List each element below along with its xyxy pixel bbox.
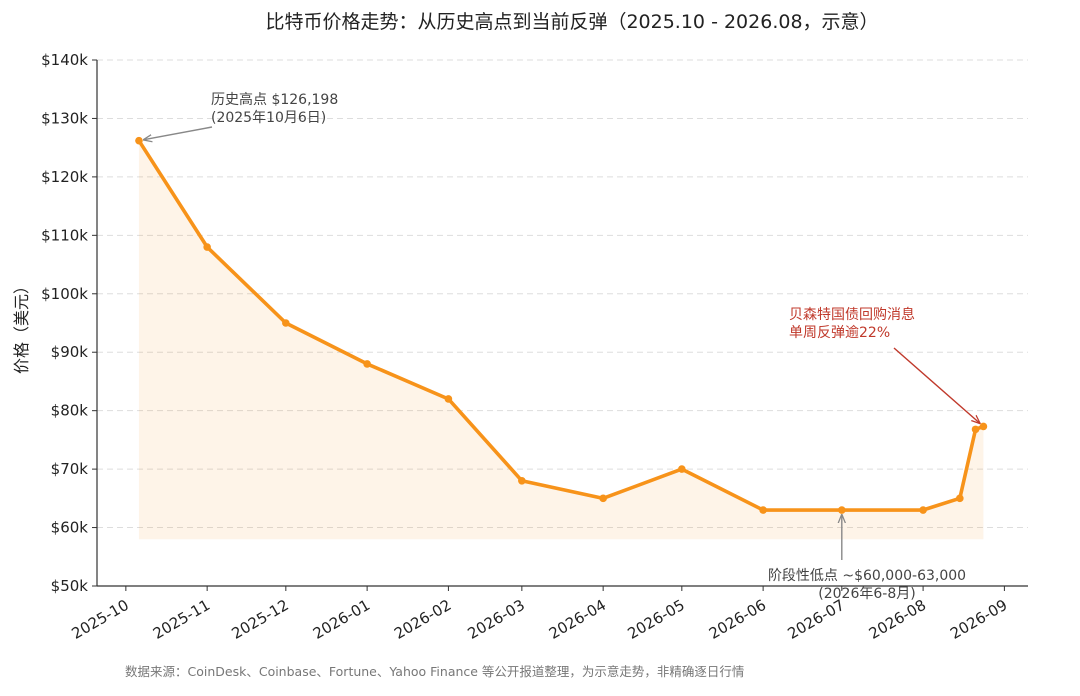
annotation-text: (2026年6-8月): [818, 586, 915, 602]
x-tick-label: 2026-01: [310, 596, 373, 643]
data-point: [979, 422, 988, 431]
area-fill-layer: [138, 140, 984, 540]
gridlines: [97, 59, 1028, 529]
annotations-layer: 历史高点 $126,198 (2025年10月6日) 贝森特国债回购消息单周反弹逾2…: [144, 91, 980, 602]
y-tick-label: $50k: [51, 577, 89, 595]
y-tick-label: $80k: [51, 402, 89, 420]
data-points-layer: [135, 136, 988, 514]
annotation-text: 贝森特国债回购消息: [789, 306, 915, 323]
x-tick-label: 2025-10: [69, 596, 132, 643]
data-point: [599, 494, 607, 503]
x-tick-label: 2026-09: [947, 596, 1010, 643]
data-point: [971, 425, 980, 434]
data-point: [678, 465, 686, 473]
y-tick-label: $140k: [41, 51, 88, 69]
data-point: [203, 243, 211, 251]
price-line: [137, 138, 986, 512]
y-tick-label: $120k: [41, 168, 88, 186]
y-axis-ticks: $50k $60k $70k $80k $90k $100k $110k $120k $130k…: [41, 51, 97, 595]
x-tick-label: 2026-08: [866, 596, 929, 643]
annotation: 历史高点 $126,198 (2025年10月6日): [144, 91, 338, 140]
x-tick-label: 2026-06: [706, 596, 769, 643]
x-tick-label: 2026-03: [465, 596, 528, 643]
chart-title: 比特币价格走势：从历史高点到当前反弹（2025.10 - 2026.08，示意）: [265, 11, 878, 33]
series-line-layer: [137, 138, 986, 512]
annotation: 阶段性低点 ~$60,000-63,000 (2026年6-8月): [768, 515, 966, 602]
data-point: [282, 319, 290, 327]
x-tick-label: 2026-05: [625, 596, 688, 643]
source-note: 数据来源：CoinDesk、Coinbase、Fortune、Yahoo Fin…: [125, 664, 744, 679]
annotation-text: (2025年10月6日): [211, 110, 326, 126]
x-tick-label: 2026-04: [546, 596, 609, 643]
data-point: [135, 136, 143, 145]
data-point: [759, 506, 767, 514]
x-tick-label: 2026-02: [391, 596, 454, 643]
y-tick-label: $60k: [51, 519, 89, 537]
annotation-text: 历史高点 $126,198: [211, 91, 338, 108]
annotation-arrow: [893, 347, 980, 423]
x-tick-label: 2025-11: [150, 596, 213, 643]
x-tick-label: 2025-12: [229, 596, 292, 643]
axes: [96, 60, 1028, 587]
y-tick-label: $70k: [51, 460, 89, 478]
y-tick-label: $130k: [41, 109, 88, 127]
annotation-text: 阶段性低点 ~$60,000-63,000: [768, 568, 966, 584]
data-point: [444, 395, 453, 403]
y-axis-label: 价格（美元）: [12, 278, 31, 374]
y-tick-label: $100k: [41, 285, 88, 303]
annotation-text: 单周反弹逾22%: [789, 325, 890, 341]
data-point: [838, 506, 846, 514]
data-point: [919, 506, 927, 514]
data-point: [363, 360, 371, 368]
data-point: [956, 494, 964, 503]
y-tick-label: $90k: [51, 343, 89, 361]
y-tick-label: $110k: [41, 226, 88, 244]
area-fill: [138, 140, 984, 540]
annotation-arrow: [144, 126, 213, 140]
data-point: [518, 477, 526, 485]
x-tick-label: 2026-07: [785, 596, 848, 643]
